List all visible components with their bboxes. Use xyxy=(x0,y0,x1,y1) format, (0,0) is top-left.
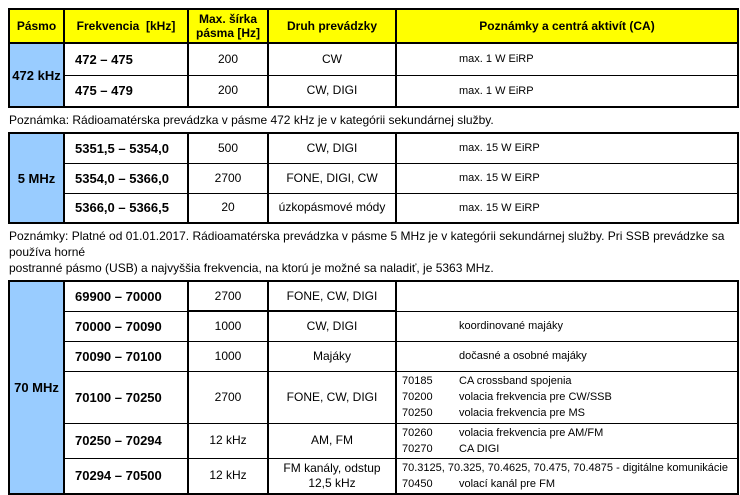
note-line: dočasné a osobné majáky xyxy=(459,350,587,362)
col-header-frekvencia: Frekvencia [kHz] xyxy=(63,8,189,44)
mode-cell: FONE, CW, DIGI xyxy=(267,370,397,424)
table-row: 70250 – 70294 12 kHz AM, FM 70260 volacia… xyxy=(9,422,739,459)
bandwidth-cell: 500 xyxy=(187,132,269,164)
col-header-pasmo: Pásmo xyxy=(8,8,65,44)
bandwidth-cell: 200 xyxy=(187,74,269,108)
note-line: max. 15 W EiRP xyxy=(459,142,540,155)
note-line: 70450 volací kanál pre FM xyxy=(402,477,555,490)
notes-cell: max. 15 W EiRP xyxy=(395,132,739,164)
table-row: 70 MHz 69900 – 70000 2700 FONE, CW, DIGI xyxy=(8,280,739,494)
note-line: 70.3125, 70.325, 70.4625, 70.475, 70.487… xyxy=(402,461,728,474)
notes-cell: 70260 volacia frekvencia pre AM/FM 70270 C… xyxy=(395,422,739,459)
mode-cell: CW, DIGI xyxy=(267,310,397,342)
bandwidth-cell: 12 kHz xyxy=(187,457,269,494)
freq-range-cell: 472 – 475 xyxy=(63,42,189,76)
bandplan-table-70mhz: 70 MHz 69900 – 70000 2700 FONE, CW, DIGI… xyxy=(8,280,739,495)
freq-range-cell: 70294 – 70500 xyxy=(63,457,189,494)
freq-range-cell: 475 – 479 xyxy=(63,74,189,108)
mode-cell: úzkopásmové módy xyxy=(267,192,397,224)
bandwidth-cell: 2700 xyxy=(187,280,269,312)
bandplan-table-472khz: Pásmo Frekvencia [kHz] Max. šírka pásma … xyxy=(8,8,739,108)
table-row: 475 – 479 200 CW, DIGI max. 1 W EiRP xyxy=(9,74,739,108)
table-row: 70100 – 70250 2700 FONE, CW, DIGI 70185 C… xyxy=(9,370,739,424)
col-header-sirka-pasma: Max. šírka pásma [Hz] xyxy=(187,8,269,44)
mode-cell: CW xyxy=(267,42,397,76)
mode-cell: FONE, CW, DIGI xyxy=(267,280,397,312)
freq-range-cell: 5366,0 – 5366,5 xyxy=(63,192,189,224)
notes-cell: 70185 CA crossband spojenia 70200 volacia … xyxy=(395,370,739,424)
bandwidth-cell: 20 xyxy=(187,192,269,224)
notes-cell: dočasné a osobné majáky xyxy=(395,340,739,372)
notes-cell: max. 1 W EiRP xyxy=(395,74,739,108)
note-line: max. 1 W EiRP xyxy=(459,84,534,97)
note-line: 70250 volacia frekvencia pre MS xyxy=(402,407,585,419)
note-line: 70270 CA DIGI xyxy=(402,442,500,455)
col-header-poznamky: Poznámky a centrá aktivít (CA) xyxy=(395,8,739,44)
bandwidth-cell: 1000 xyxy=(187,340,269,372)
table-row: 5 MHz 5351,5 – 5354,0 500 CW, DIGI max. … xyxy=(8,132,739,224)
table-row: 70090 – 70100 1000 Majáky dočasné a osob… xyxy=(9,340,739,372)
note-line: max. 1 W EiRP xyxy=(459,53,534,66)
freq-range-cell: 5354,0 – 5366,0 xyxy=(63,162,189,194)
notes-cell: 70.3125, 70.325, 70.4625, 70.475, 70.487… xyxy=(395,457,739,494)
notes-cell: koordinované majáky xyxy=(395,310,739,342)
mode-cell: FM kanály, odstup 12,5 kHz xyxy=(267,457,397,494)
note-line: 70260 volacia frekvencia pre AM/FM xyxy=(402,426,604,439)
freq-range-cell: 70000 – 70090 xyxy=(63,310,189,342)
band-cell-5mhz: 5 MHz xyxy=(8,132,65,224)
col-header-druh-prevadzky: Druh prevádzky xyxy=(267,8,397,44)
header-row: Pásmo Frekvencia [kHz] Max. šírka pásma … xyxy=(8,8,739,44)
bandwidth-cell: 2700 xyxy=(187,370,269,424)
mode-cell: AM, FM xyxy=(267,422,397,459)
freq-range-cell: 70250 – 70294 xyxy=(63,422,189,459)
freq-range-cell: 69900 – 70000 xyxy=(63,280,189,312)
bandwidth-cell: 12 kHz xyxy=(187,422,269,459)
freq-range-cell: 70090 – 70100 xyxy=(63,340,189,372)
footnote-5mhz: Poznámky: Platné od 01.01.2017. Rádioama… xyxy=(9,229,725,275)
notes-cell: max. 15 W EiRP xyxy=(395,162,739,194)
table-row: 70000 – 70090 1000 CW, DIGI koordinované… xyxy=(9,310,739,342)
note-line: 70185 CA crossband spojenia xyxy=(402,375,572,387)
freq-range-cell: 70100 – 70250 xyxy=(63,370,189,424)
note-line: max. 15 W EiRP xyxy=(459,172,540,184)
freq-range-cell: 5351,5 – 5354,0 xyxy=(63,132,189,164)
bandwidth-cell: 1000 xyxy=(187,310,269,342)
notes-cell: max. 1 W EiRP xyxy=(395,42,739,76)
table-row: 70294 – 70500 12 kHz FM kanály, odstup 1… xyxy=(9,457,739,494)
note-line: 70200 volacia frekvencia pre CW/SSB xyxy=(402,391,612,403)
band-cell-472khz: 472 kHz xyxy=(8,42,65,108)
bandplan-table-5mhz: 5 MHz 5351,5 – 5354,0 500 CW, DIGI max. … xyxy=(8,132,739,224)
notes-cell: max. 15 W EiRP xyxy=(395,192,739,224)
bandwidth-cell: 200 xyxy=(187,42,269,76)
band-cell-70mhz: 70 MHz xyxy=(8,280,65,494)
table-row: 5354,0 – 5366,0 2700 FONE, DIGI, CW max.… xyxy=(9,162,739,194)
notes-cell xyxy=(395,280,739,312)
mode-cell: Majáky xyxy=(267,340,397,372)
table-row: 5366,0 – 5366,5 20 úzkopásmové módy max.… xyxy=(9,192,739,224)
mode-cell: FONE, DIGI, CW xyxy=(267,162,397,194)
bandwidth-cell: 2700 xyxy=(187,162,269,194)
footnote-472khz: Poznámka: Rádioamatérska prevádzka v pás… xyxy=(9,113,494,127)
mode-cell: CW, DIGI xyxy=(267,132,397,164)
mode-cell: CW, DIGI xyxy=(267,74,397,108)
note-line: koordinované majáky xyxy=(459,320,563,332)
note-line: max. 15 W EiRP xyxy=(459,201,540,214)
table-row: 472 kHz 472 – 475 200 CW max. 1 W EiRP xyxy=(8,42,739,108)
